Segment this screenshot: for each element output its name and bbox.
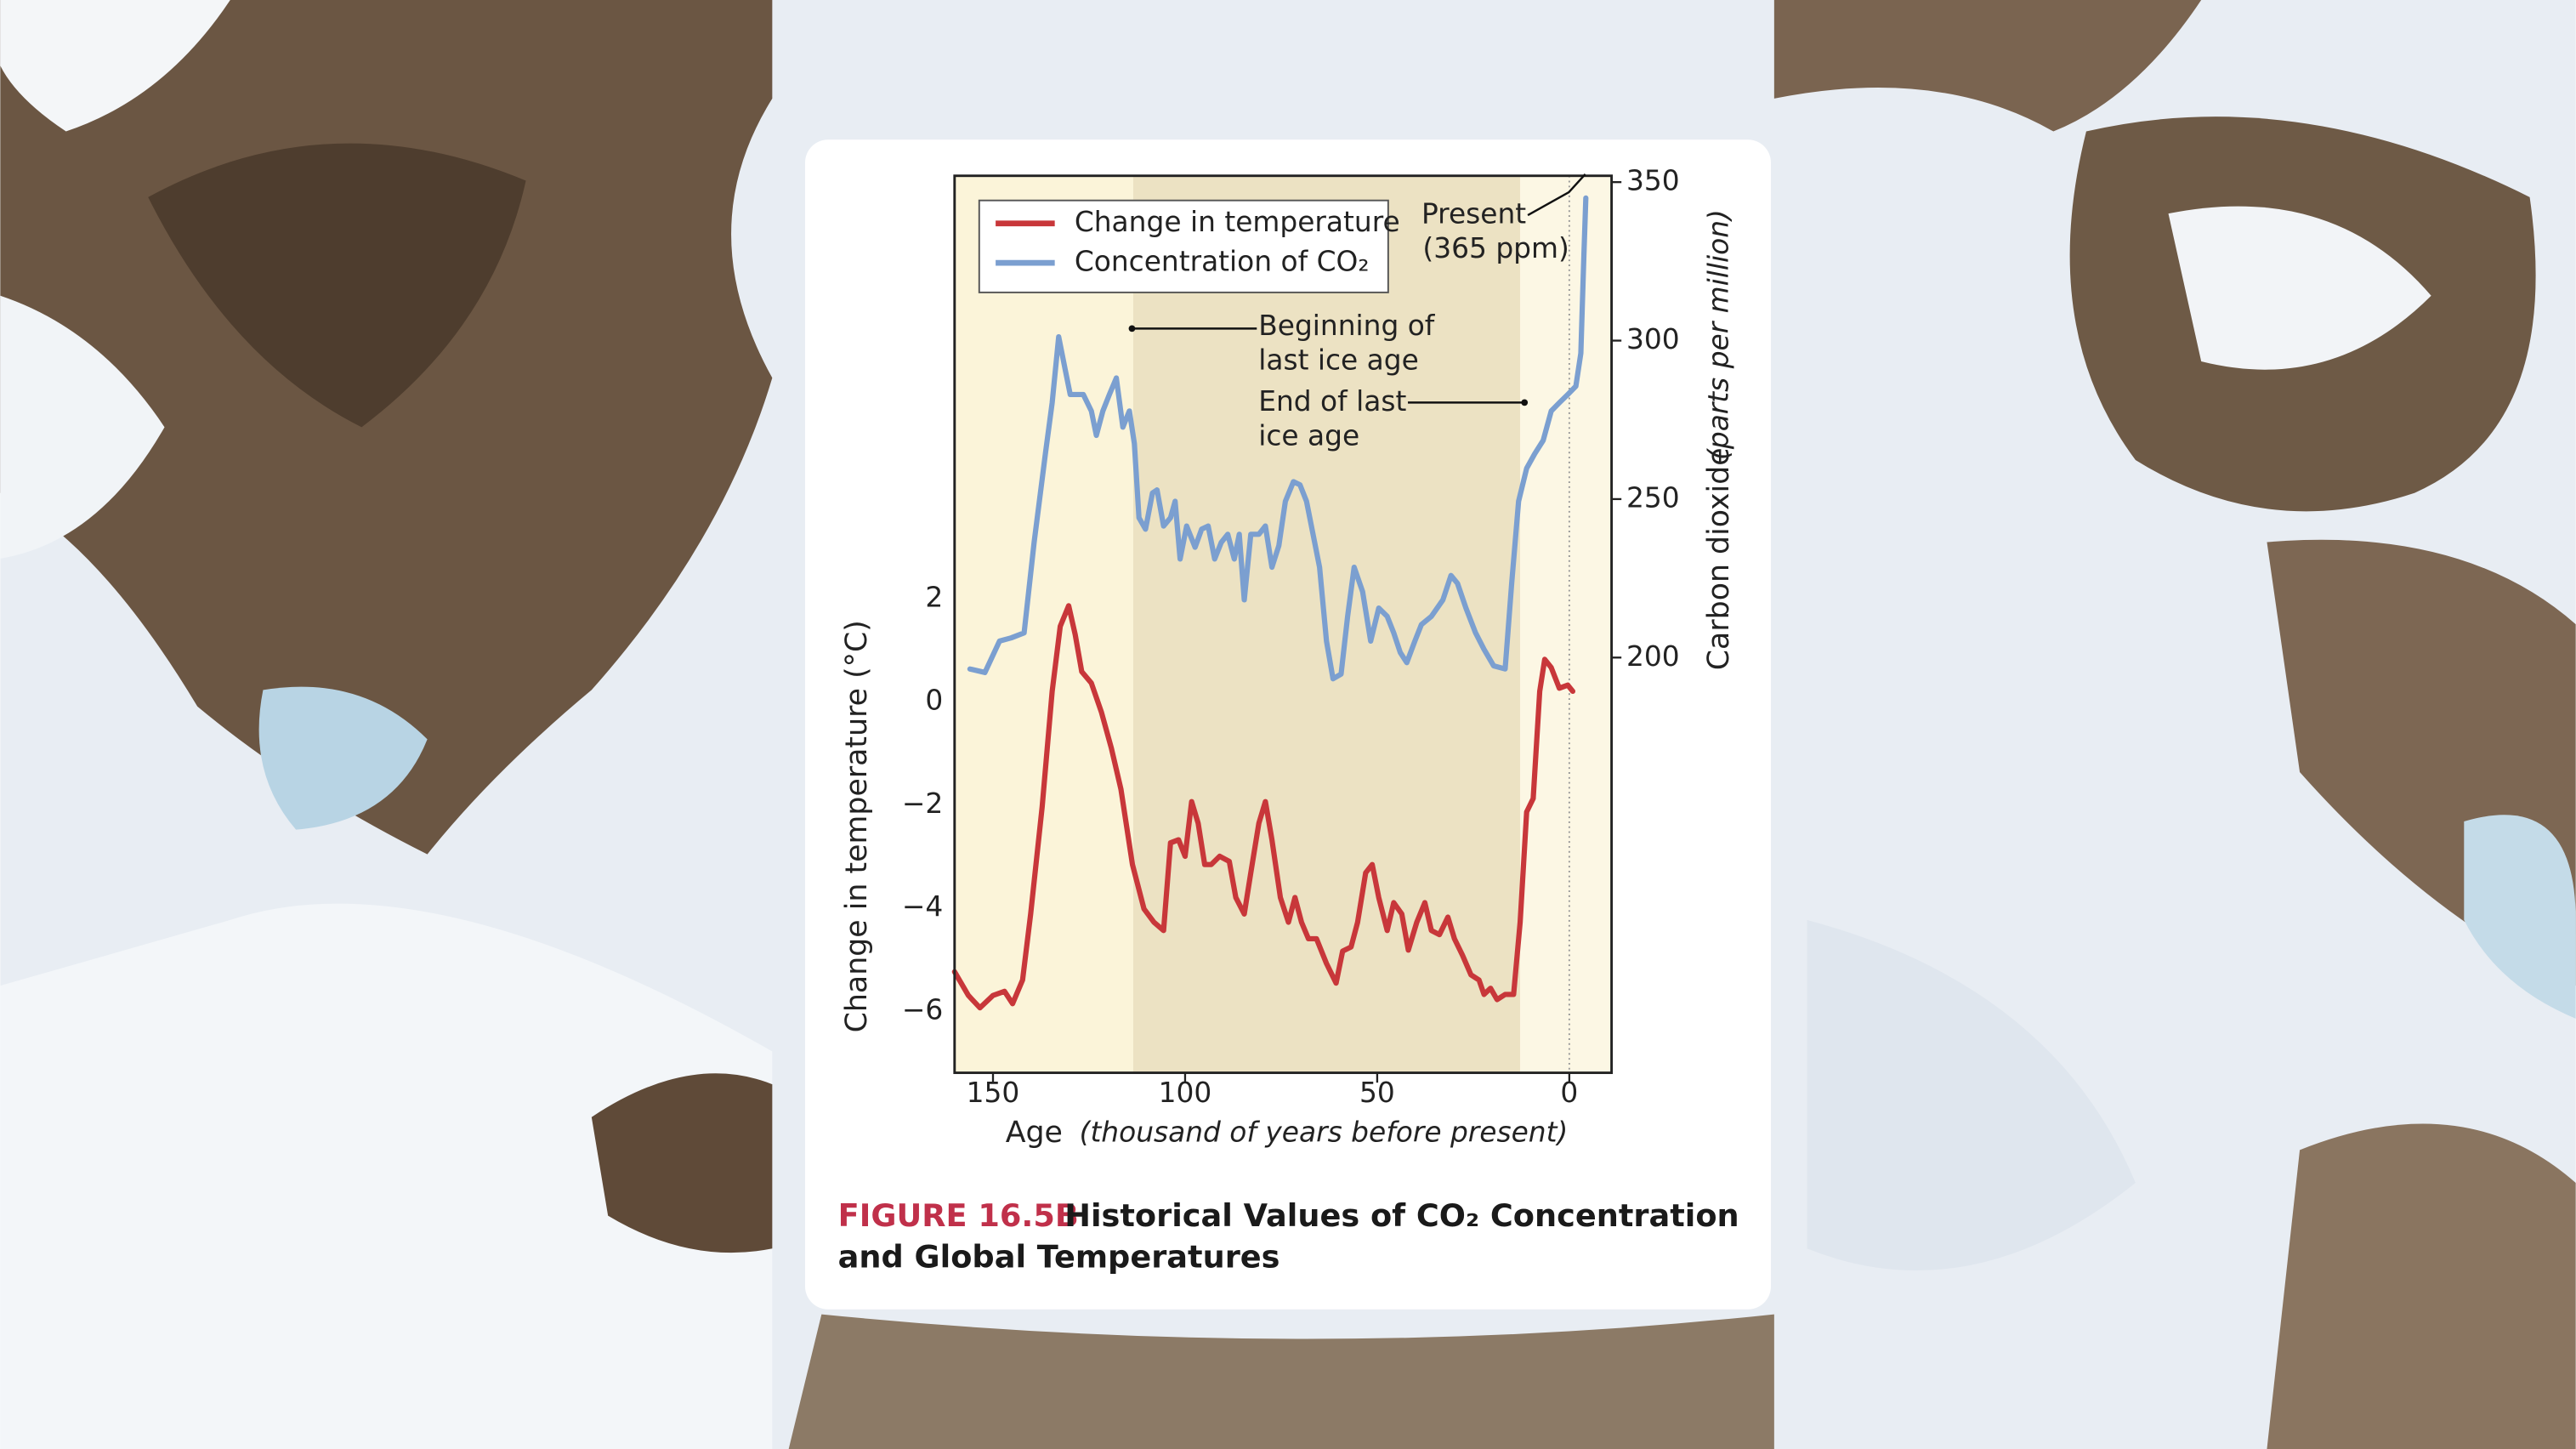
x-axis-note: (thousand of years before present) bbox=[1080, 1117, 1569, 1149]
y-tick-label: 0 bbox=[925, 685, 943, 717]
annotation: End of last bbox=[1258, 385, 1406, 418]
y-tick-label: 2 bbox=[925, 581, 943, 613]
legend-label: Change in temperature bbox=[1075, 206, 1400, 238]
annotation: Beginning of bbox=[1258, 310, 1436, 342]
plot: 150 100 50 0 −6 −4 −2 0 2 200 250 300 350 bbox=[902, 165, 1680, 1110]
series-line bbox=[967, 195, 1589, 682]
y2-tick-label: 200 bbox=[1626, 640, 1680, 673]
annotation: ice age bbox=[1258, 419, 1359, 452]
plot-frame bbox=[953, 174, 1614, 1075]
annotation: last ice age bbox=[1258, 344, 1419, 377]
figure-title: Historical Values of CO₂ Concentration bbox=[1064, 1197, 1739, 1234]
figure-title: and Global Temperatures bbox=[838, 1238, 1280, 1275]
y2-axis-note: (parts per million) bbox=[1703, 209, 1735, 460]
y-tick-label: −4 bbox=[902, 890, 943, 923]
y-tick-label: −2 bbox=[902, 787, 943, 820]
legend-label: Concentration of CO₂ bbox=[1075, 246, 1370, 278]
figure-label: FIGURE 16.5B bbox=[838, 1197, 1079, 1234]
recent-band bbox=[1520, 175, 1612, 1073]
y-tick-label: −6 bbox=[902, 993, 943, 1026]
y-axis-label: Change in temperature (°C) bbox=[840, 620, 874, 1032]
legend bbox=[978, 199, 1389, 293]
leader-line bbox=[1527, 173, 1586, 217]
series-line bbox=[951, 603, 1576, 1011]
leader-dot bbox=[1521, 399, 1529, 406]
x-tick-label: 100 bbox=[1159, 1077, 1212, 1109]
y2-axis-label: Carbon dioxide bbox=[1702, 447, 1736, 670]
y2-tick-label: 350 bbox=[1626, 165, 1680, 197]
y2-tick-label: 250 bbox=[1626, 481, 1680, 514]
x-tick-label: 0 bbox=[1560, 1077, 1578, 1109]
annotation: (365 ppm) bbox=[1422, 232, 1569, 264]
leader-dot bbox=[1128, 325, 1136, 332]
y2-tick-label: 300 bbox=[1626, 323, 1680, 355]
x-axis-label: Age bbox=[1006, 1116, 1063, 1150]
x-tick-label: 50 bbox=[1359, 1077, 1395, 1109]
annotation: Present bbox=[1421, 198, 1526, 230]
x-tick-label: 150 bbox=[967, 1077, 1020, 1109]
